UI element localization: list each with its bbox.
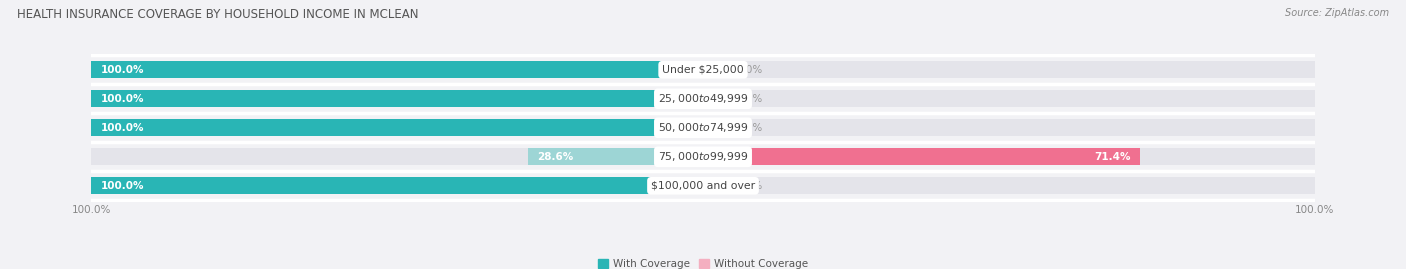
- Bar: [91, 119, 703, 136]
- Bar: [91, 90, 703, 107]
- Text: 100.0%: 100.0%: [101, 123, 143, 133]
- Bar: [703, 119, 1315, 136]
- Text: Source: ZipAtlas.com: Source: ZipAtlas.com: [1285, 8, 1389, 18]
- Text: $25,000 to $49,999: $25,000 to $49,999: [658, 92, 748, 105]
- Bar: [703, 119, 724, 136]
- Bar: [703, 148, 1315, 165]
- Bar: [529, 148, 703, 165]
- Text: Under $25,000: Under $25,000: [662, 65, 744, 75]
- Bar: [91, 177, 703, 194]
- Bar: [91, 148, 703, 165]
- Text: $100,000 and over: $100,000 and over: [651, 181, 755, 191]
- Text: 71.4%: 71.4%: [1094, 152, 1130, 162]
- Bar: [703, 61, 724, 78]
- Bar: [91, 119, 703, 136]
- Bar: [703, 90, 1315, 107]
- Bar: [703, 61, 1315, 78]
- Text: $50,000 to $74,999: $50,000 to $74,999: [658, 121, 748, 134]
- Text: 100.0%: 100.0%: [101, 181, 143, 191]
- Bar: [91, 177, 703, 194]
- Bar: [703, 148, 1140, 165]
- Bar: [91, 61, 703, 78]
- Text: $75,000 to $99,999: $75,000 to $99,999: [658, 150, 748, 163]
- Text: 0.0%: 0.0%: [737, 123, 763, 133]
- Bar: [703, 177, 724, 194]
- Text: 28.6%: 28.6%: [537, 152, 574, 162]
- Bar: [91, 90, 703, 107]
- Text: 0.0%: 0.0%: [737, 181, 763, 191]
- Bar: [91, 61, 703, 78]
- Text: 100.0%: 100.0%: [101, 94, 143, 104]
- Bar: [703, 177, 1315, 194]
- Text: 100.0%: 100.0%: [101, 65, 143, 75]
- Text: 0.0%: 0.0%: [737, 94, 763, 104]
- Text: 0.0%: 0.0%: [737, 65, 763, 75]
- Legend: With Coverage, Without Coverage: With Coverage, Without Coverage: [593, 255, 813, 269]
- Bar: [703, 90, 724, 107]
- Text: HEALTH INSURANCE COVERAGE BY HOUSEHOLD INCOME IN MCLEAN: HEALTH INSURANCE COVERAGE BY HOUSEHOLD I…: [17, 8, 419, 21]
